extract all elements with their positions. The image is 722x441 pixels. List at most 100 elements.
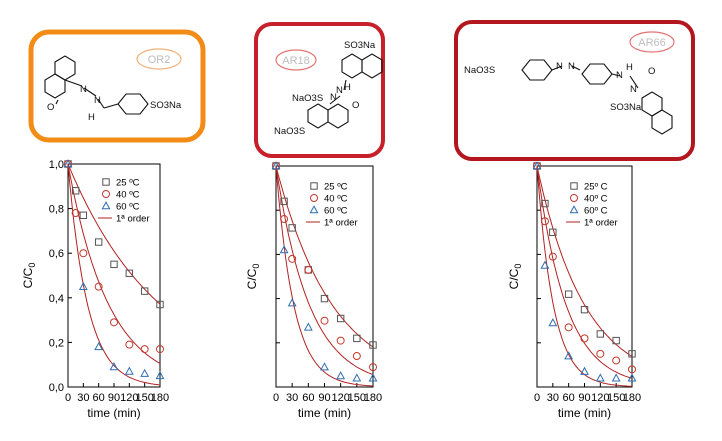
x-axis-label: time (min): [558, 406, 611, 420]
atom-label-or2-n1: N: [80, 84, 87, 95]
legend-label: 40 ºC: [324, 194, 348, 205]
legend-label: 40 ºC: [116, 190, 140, 201]
x-tick-label: 150: [348, 392, 366, 404]
legend-label: 60 ºC: [324, 206, 348, 217]
data-point: [280, 197, 288, 206]
data-point: [155, 371, 165, 380]
structure-panel-ar66: AR66 NaO3S N N N N H O SO3Na: [454, 20, 695, 161]
data-point: [140, 287, 149, 295]
x-tick-label: 150: [135, 392, 153, 404]
y-axis-label-text: C/C: [507, 268, 521, 289]
dye-tag-or2: OR2: [148, 54, 171, 66]
data-point: [627, 373, 637, 382]
data-point: [541, 199, 549, 208]
data-point: [596, 330, 605, 338]
data-point: [71, 209, 80, 218]
x-tick-label: 90: [578, 392, 590, 404]
data-point: [125, 269, 134, 277]
data-point: [611, 373, 621, 382]
y-ticks: 0,0 0,2 0,4 0,6 0,8 1,0: [49, 159, 72, 394]
data-point: [140, 345, 149, 354]
atom-label-ar18-n1: N: [336, 85, 343, 96]
x-tick-label: 120: [591, 392, 609, 404]
data-point: [532, 161, 542, 170]
legend-marker: [101, 201, 111, 210]
x-axis-label: time (min): [298, 406, 351, 420]
data-point: [94, 238, 103, 246]
data-point: [288, 224, 296, 232]
y-tick-label: 1,0: [49, 159, 64, 171]
fit-curves: [275, 165, 374, 387]
data-point: [540, 260, 550, 269]
atom-label-ar18-so3na: SO3Na: [344, 40, 376, 51]
fit-curve: [67, 163, 161, 386]
data-point: [271, 161, 281, 170]
legend-marker: [102, 190, 110, 198]
fit-curve: [275, 165, 374, 348]
legend-marker: [570, 194, 578, 202]
data-point: [79, 249, 88, 258]
data-point: [369, 363, 377, 372]
data-point: [320, 294, 329, 303]
data-point: [320, 362, 329, 371]
atom-label-ar66-n3: N: [616, 70, 623, 81]
x-tick-label: 30: [286, 392, 298, 404]
x-tick-label: 0: [65, 392, 71, 404]
x-tick-label: 120: [331, 392, 349, 404]
data-point: [156, 345, 164, 354]
data-point: [580, 305, 589, 314]
data-point: [336, 336, 345, 345]
legend-marker: [102, 178, 110, 186]
atom-label-ar18-o: O: [352, 100, 359, 111]
data-point: [548, 318, 558, 327]
x-tick-label: 180: [623, 392, 641, 404]
legend-marker: [569, 205, 579, 214]
atom-label-or2-o: O: [47, 102, 54, 113]
data-point: [304, 265, 313, 274]
data-point: [549, 228, 557, 237]
data-point: [612, 356, 621, 365]
y-axis-label-text: C/C: [21, 267, 35, 288]
data-point: [352, 373, 362, 382]
data-point: [94, 342, 104, 351]
fit-curve: [275, 165, 374, 387]
data-point: [596, 349, 605, 358]
y-axis-label: C/C0: [507, 264, 523, 290]
structure-panel-or2: OR2 O N N H SO3Na: [28, 29, 206, 143]
legend-marker: [310, 194, 318, 202]
structure-frame-or2: [28, 29, 206, 143]
data-points: [63, 159, 165, 380]
dye-tag-ar66: AR66: [638, 37, 666, 49]
x-tick-label: 60: [302, 392, 314, 404]
x-tick-label: 0: [273, 392, 279, 404]
dye-tag-bubble-ar18: [275, 49, 317, 71]
atom-label-ar66-n1: N: [556, 61, 563, 72]
molecule-or2: [44, 55, 149, 115]
data-point: [140, 368, 150, 377]
atom-label-ar66-o: O: [648, 66, 655, 77]
data-point: [628, 365, 636, 374]
data-point: [156, 300, 164, 309]
data-point: [320, 316, 329, 325]
atom-label-ar66-n2: N: [568, 61, 575, 72]
structure-panel-ar18: AR18 SO3Na N N H NaO3S O NaO3S: [254, 22, 385, 158]
legend-label: 60 ºC: [116, 202, 140, 213]
data-point: [540, 217, 549, 226]
atom-label-ar18-h: H: [344, 82, 351, 93]
data-point: [612, 336, 620, 345]
y-tick-label: 0,8: [49, 204, 64, 216]
y-axis-label-text: C/C: [245, 268, 259, 289]
data-point: [79, 211, 88, 219]
atom-label-ar18-n2: N: [330, 92, 337, 103]
molecule-ar18: [307, 53, 383, 129]
data-point: [110, 260, 118, 269]
dye-tag-bubble-ar66: [629, 31, 675, 53]
y-tick-label: 0,2: [49, 337, 64, 349]
atom-label-ar66-h: H: [626, 62, 633, 73]
data-point: [628, 350, 636, 358]
data-point: [124, 366, 134, 375]
